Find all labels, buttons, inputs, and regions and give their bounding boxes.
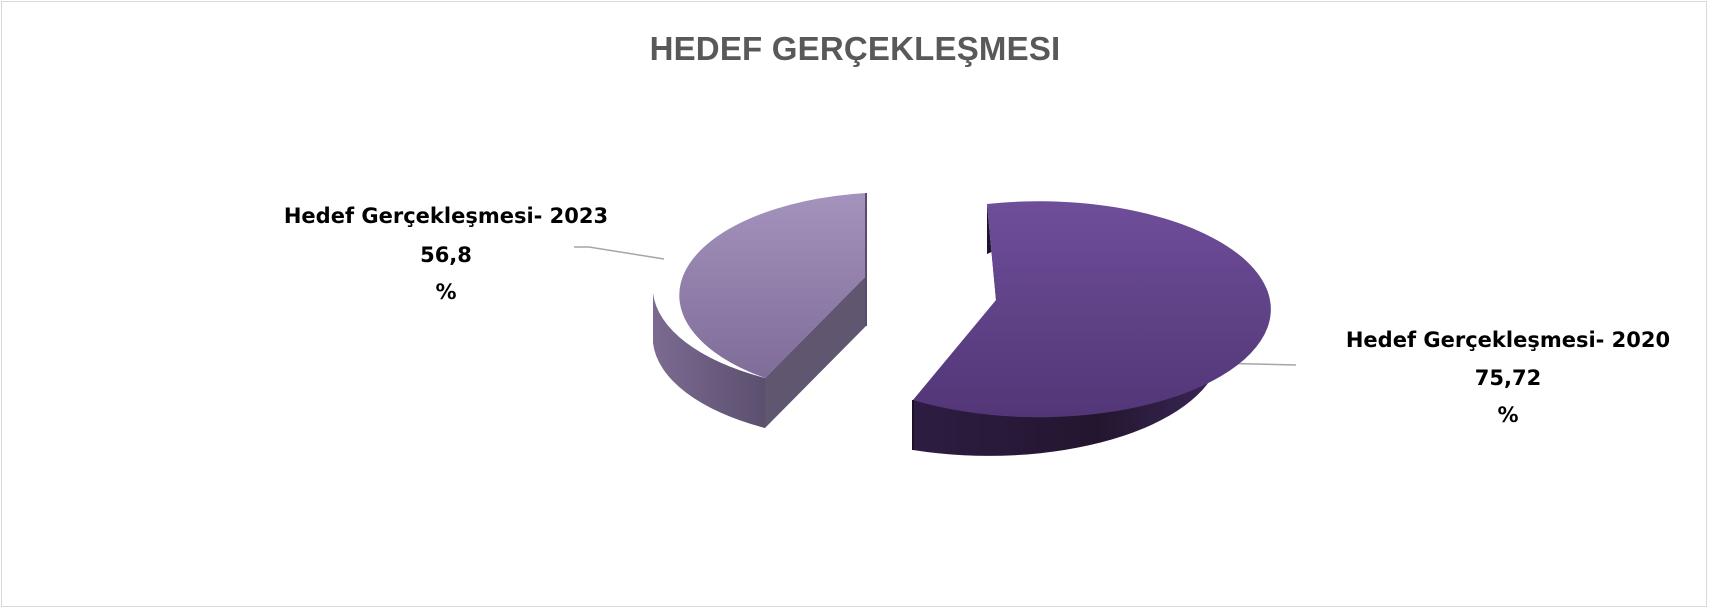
label-2023-value: 56,8 xyxy=(420,243,472,267)
label-2020-category: Hedef Gerçekleşmesi- 2020 xyxy=(1346,328,1670,352)
leader-line-2023 xyxy=(574,246,665,260)
slice-2023 xyxy=(653,193,867,428)
label-2023-unit: % xyxy=(435,280,456,304)
slice-2023-cut xyxy=(765,276,866,428)
label-2023-category: Hedef Gerçekleşmesi- 2023 xyxy=(284,204,608,228)
slice-2020-top xyxy=(913,201,1271,418)
label-2020-value: 75,72 xyxy=(1475,366,1541,390)
chart-title: HEDEF GERÇEKLEŞMESI xyxy=(649,30,1061,67)
label-2020-unit: % xyxy=(1497,403,1518,427)
slice-2020-side xyxy=(913,311,1219,456)
slice-2023-side xyxy=(653,293,765,428)
slice-2020 xyxy=(912,201,1271,456)
slice-2023-top xyxy=(679,193,866,378)
